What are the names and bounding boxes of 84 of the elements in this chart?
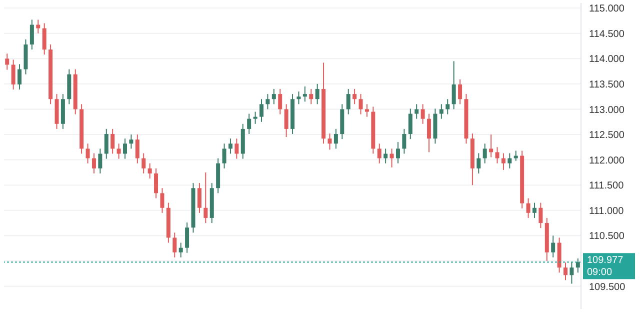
candlestick: [253, 111, 258, 124]
candlestick: [508, 152, 512, 169]
candlestick: [538, 202, 543, 229]
candlestick: [532, 202, 536, 218]
candlestick: [570, 262, 574, 284]
y-tick-label: 110.500: [589, 231, 625, 242]
candlestick: [116, 143, 121, 160]
candlestick: [160, 188, 164, 214]
candlestick: [272, 88, 276, 105]
candlestick: [564, 262, 568, 281]
candlestick: [427, 113, 432, 153]
candlestick: [302, 86, 307, 102]
candlestick: [135, 134, 140, 164]
candlestick: [446, 98, 450, 115]
candlestick: [551, 235, 556, 258]
candlestick: [358, 94, 363, 115]
candlestick: [178, 242, 183, 258]
candlestick: [247, 113, 252, 134]
candlestick: [328, 132, 332, 150]
candlestick: [476, 152, 481, 174]
y-tick-label: 111.500: [589, 180, 624, 192]
candlestick: [148, 162, 152, 180]
candlestick: [526, 198, 530, 218]
candlestick: [11, 59, 16, 90]
candlestick: [458, 78, 462, 105]
candlestick: [495, 146, 500, 164]
y-tick-label: 114.000: [589, 54, 625, 66]
candlestick: [266, 94, 270, 110]
y-tick-label: 112.500: [589, 130, 625, 142]
candlestick: [86, 143, 90, 164]
candlestick: [501, 152, 506, 170]
candlestick: [414, 104, 419, 120]
y-tick-label: 113.500: [589, 79, 625, 90]
candlestick: [396, 142, 400, 164]
candlestick: [334, 128, 338, 150]
candlestick: [309, 88, 314, 105]
candlestick: [98, 148, 102, 174]
candlestick: [259, 98, 264, 122]
candlestick: [346, 88, 350, 115]
candlestick: [482, 143, 487, 164]
candlestick: [377, 143, 382, 164]
candlestick: [104, 128, 108, 160]
candlestick: [123, 138, 127, 160]
candlestick: [352, 88, 357, 105]
candlestick: [514, 150, 518, 162]
y-tick-label: 113.000: [589, 104, 625, 116]
candlestick: [18, 64, 22, 90]
y-tick-label: 114.500: [589, 28, 625, 40]
candlestick: [402, 128, 406, 154]
candlestick: [30, 19, 34, 50]
candlestick: [42, 22, 46, 56]
candlestick: [129, 134, 134, 150]
candlestick: [172, 232, 177, 258]
candlestick: [439, 104, 444, 120]
candlestick: [222, 143, 226, 169]
candlestick: [5, 53, 10, 70]
candlestick: [278, 88, 282, 115]
candlestick: [315, 83, 320, 105]
candlestick: [142, 152, 146, 174]
candlestick: [364, 104, 369, 118]
y-tick-label: 115.000: [589, 4, 625, 15]
y-tick-label: 111.000: [589, 206, 624, 217]
candlestick: [204, 172, 208, 224]
candlestick: [92, 152, 96, 174]
candlestick: [390, 148, 394, 168]
candlestick: [154, 168, 158, 199]
candlestick: [284, 104, 288, 138]
candlestick: [110, 128, 115, 154]
candlestick: [36, 19, 40, 34]
y-tick-label: 109.500: [589, 282, 626, 293]
candlestick: [420, 104, 425, 124]
y-tick-label: 112.000: [589, 155, 625, 166]
candlestick: [296, 91, 301, 105]
candlestick: [384, 148, 388, 164]
candlestick: [185, 222, 190, 254]
candlestick: [489, 134, 494, 158]
candlestick: [452, 60, 456, 110]
text: 09:00: [587, 267, 612, 278]
ref-line-label: 109.977: [587, 255, 624, 266]
candlestick: [197, 182, 202, 214]
candlestick: [576, 258, 580, 274]
candlestick: [228, 138, 232, 154]
candlestick: [408, 108, 412, 140]
candlestick: [234, 138, 239, 160]
